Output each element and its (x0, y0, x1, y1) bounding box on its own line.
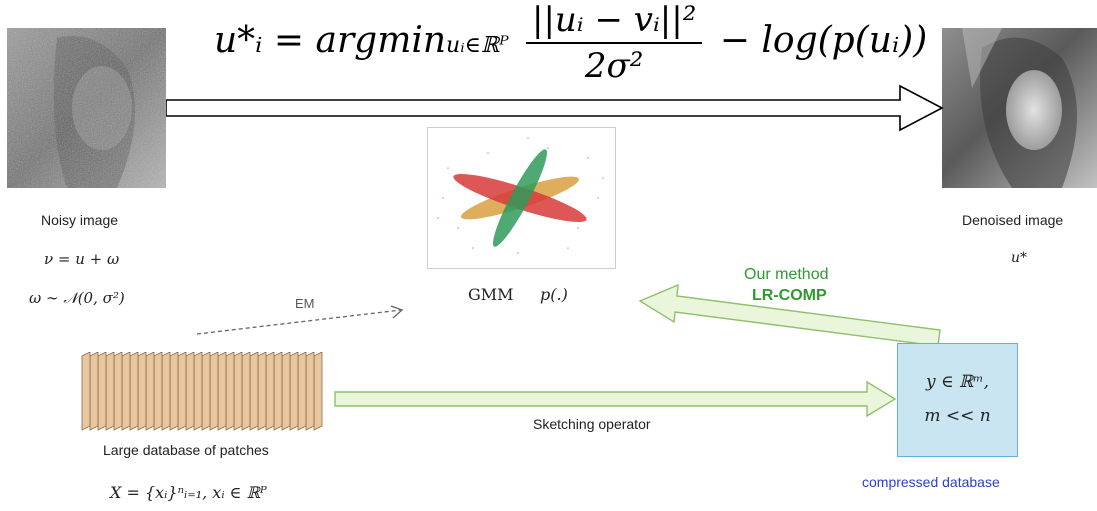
gmm-p-label: p(.) (540, 285, 568, 304)
formula-denominator: 2σ² (584, 46, 644, 86)
gmm-label: GMM (468, 285, 514, 304)
formula-lhs: u*ᵢ = argmin (214, 20, 447, 61)
patch-sheet (233, 352, 243, 431)
gmm-plot (427, 127, 616, 269)
sketching-label: Sketching operator (533, 416, 651, 432)
patch-sheet (137, 352, 147, 431)
patch-sheet (241, 352, 251, 431)
formula-tail: − log(p(uᵢ)) (719, 20, 928, 61)
patch-sheet (217, 352, 227, 431)
patch-sheet (153, 352, 163, 431)
compressed-database-label: compressed database (862, 474, 1000, 490)
denoised-image (942, 28, 1097, 188)
gmm-component-green (492, 149, 548, 247)
compressed-database-box: y ∈ ℝᵐ, m << n (897, 343, 1018, 457)
formula-fraction: ||uᵢ − vᵢ||² 2σ² (525, 0, 703, 86)
compressed-eq-2: m << n (924, 406, 991, 426)
patch-sheet (281, 352, 291, 431)
patch-sheet (265, 352, 275, 431)
patch-stack (81, 352, 323, 431)
patch-sheet (81, 352, 91, 431)
em-arrow (196, 305, 404, 335)
patches-label: Large database of patches (103, 442, 269, 458)
denoise-arrow (166, 84, 944, 132)
denoised-eq: u* (1011, 250, 1028, 266)
patch-sheet (121, 352, 131, 431)
patch-sheet (313, 352, 323, 431)
noisy-eq-2: ω ∼ 𝒩(0, σ²) (29, 289, 125, 307)
map-formula: u*ᵢ = argminuᵢ∈ℝᴾ ||uᵢ − vᵢ||² 2σ² − log… (214, 0, 927, 86)
noisy-eq-1: ν = u + ω (44, 250, 120, 268)
patch-sheet (305, 352, 315, 431)
patch-sheet (201, 352, 211, 431)
formula-subscript: uᵢ∈ℝᴾ (446, 33, 509, 58)
patch-sheet (249, 352, 259, 431)
patch-sheet (185, 352, 195, 431)
patch-sheet (97, 352, 107, 431)
patch-sheet (145, 352, 155, 431)
sketching-arrow (334, 380, 897, 418)
denoised-image-label: Denoised image (962, 212, 1064, 228)
patch-sheet (289, 352, 299, 431)
patch-sheet (113, 352, 123, 431)
patch-sheet (257, 352, 267, 431)
patches-eq: X = {xᵢ}ⁿᵢ₌₁, xᵢ ∈ ℝᴾ (110, 483, 267, 502)
patch-sheet (169, 352, 179, 431)
patch-sheet (225, 352, 235, 431)
method-label: Our method (744, 266, 829, 283)
lrcomp-arrow (638, 283, 941, 347)
patch-sheet (89, 352, 99, 431)
patch-sheet (193, 352, 203, 431)
patch-sheet (161, 352, 171, 431)
method-name: LR-COMP (752, 287, 827, 304)
noisy-image (7, 28, 166, 188)
noisy-image-label: Noisy image (41, 212, 119, 228)
patch-sheet (273, 352, 283, 431)
patch-sheet (297, 352, 307, 431)
compressed-eq-1: y ∈ ℝᵐ, (926, 372, 989, 392)
formula-numerator: ||uᵢ − vᵢ||² (525, 0, 703, 44)
patch-sheet (177, 352, 187, 431)
patch-sheet (209, 352, 219, 431)
patch-sheet (105, 352, 115, 431)
em-label: EM (295, 296, 315, 311)
patch-sheet (129, 352, 139, 431)
